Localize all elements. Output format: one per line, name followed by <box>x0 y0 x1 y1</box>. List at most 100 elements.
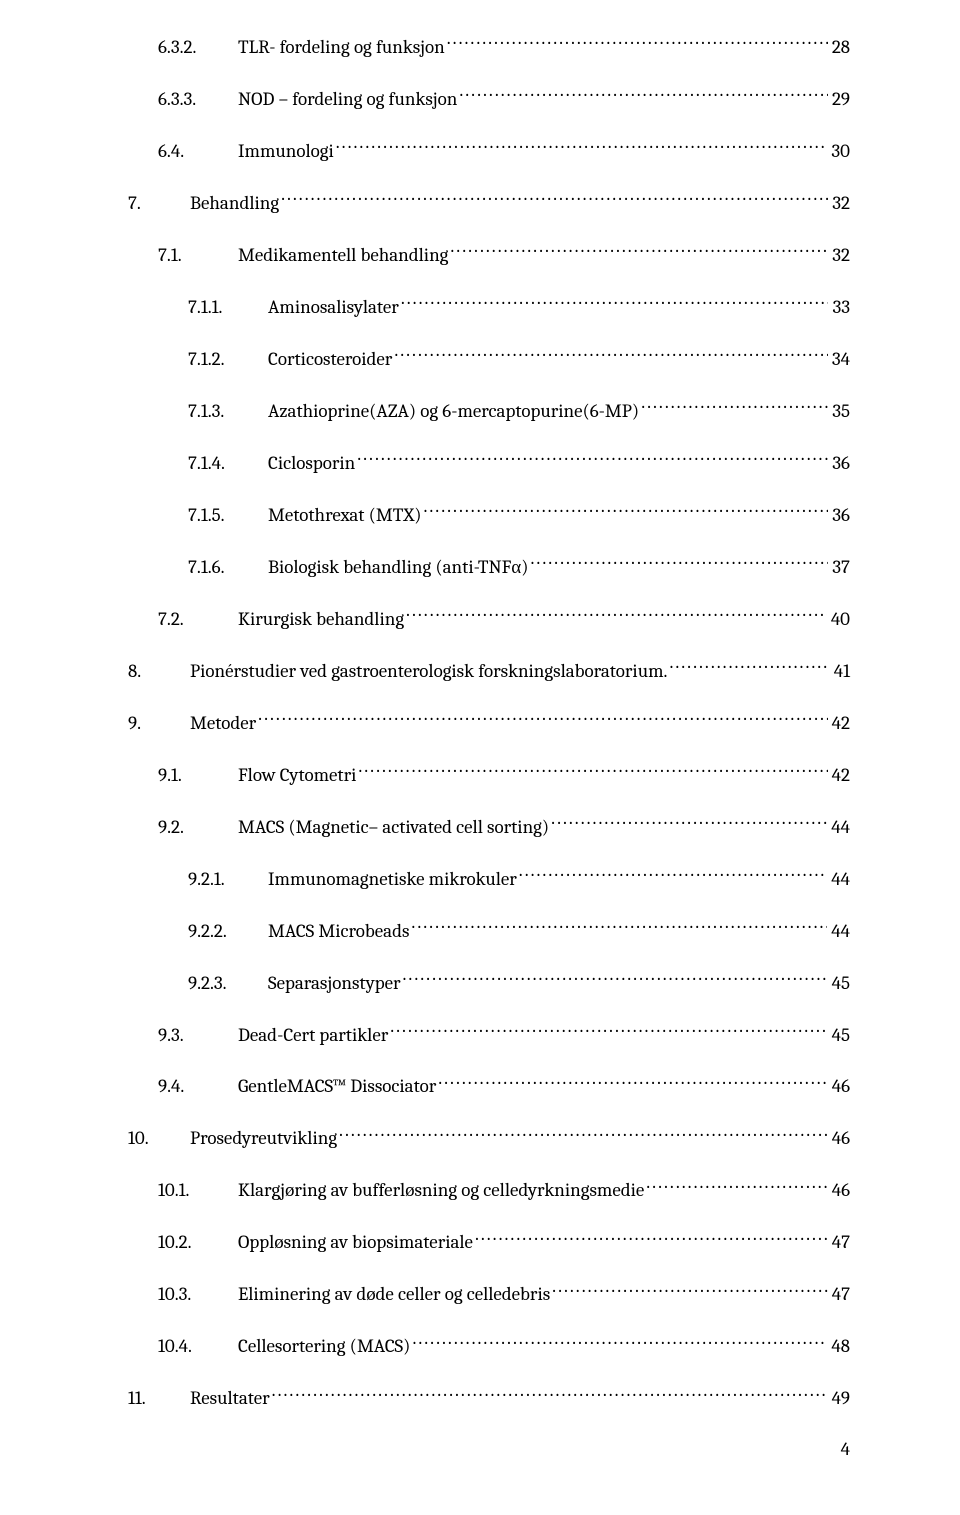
toc-entry: 8. Pionérstudier ved gastroenterologisk f… <box>128 654 850 683</box>
toc-leader <box>258 706 828 729</box>
toc-entry: 6.3.2.TLR- fordeling og funksjon28 <box>128 30 850 59</box>
toc-entry-title: Klargjøring av bufferløsning og celledyr… <box>238 1178 644 1203</box>
toc-entry-page: 45 <box>832 971 850 996</box>
toc-entry-number: 7.2. <box>158 607 210 632</box>
toc-entry: 10.3.Eliminering av døde celler og celle… <box>128 1278 850 1307</box>
toc-entry: 10.4. Cellesortering (MACS) 48 <box>128 1330 850 1359</box>
toc-entry: 6.3.3.NOD – fordeling og funksjon29 <box>128 82 850 111</box>
toc-entry-page: 36 <box>832 451 850 476</box>
toc-leader <box>357 446 828 469</box>
toc-entry-number: 10. <box>128 1126 162 1151</box>
toc-entry-page: 44 <box>831 815 850 840</box>
toc-entry-number: 10.4. <box>158 1334 210 1359</box>
toc-entry-number: 9. <box>128 711 162 736</box>
toc-entry-page: 41 <box>834 659 850 684</box>
toc-entry-page: 46 <box>832 1126 850 1151</box>
toc-entry-number: 9.1. <box>158 763 210 788</box>
toc-entry-title: Azathioprine(AZA) og 6-mercaptopurine(6-… <box>268 399 639 424</box>
toc-entry-title: Metoder <box>190 711 256 736</box>
toc-entry-number: 9.2. <box>158 815 210 840</box>
toc-entry: 9.2.2. MACS Microbeads 44 <box>128 914 850 943</box>
toc-leader <box>519 862 828 885</box>
toc-leader <box>390 1018 827 1041</box>
toc-leader <box>438 1070 827 1093</box>
toc-entry-title: Separasjonstyper <box>268 971 401 996</box>
toc-entry-title: Cellesortering (MACS) <box>238 1334 410 1359</box>
toc-entry-page: 40 <box>831 607 850 632</box>
toc-leader <box>450 238 828 261</box>
toc-entry-page: 30 <box>831 139 850 164</box>
toc-entry-title: MACS Microbeads <box>268 919 409 944</box>
toc-entry: 9.3.Dead-Cert partikler45 <box>128 1018 850 1047</box>
toc-entry-number: 10.2. <box>158 1230 210 1255</box>
toc-entry-page: 34 <box>832 347 850 372</box>
toc-leader <box>531 550 829 573</box>
toc-entry-title: Aminosalisylater <box>268 295 399 320</box>
toc-entry-title: Dead-Cert partikler <box>238 1023 388 1048</box>
toc-entry: 9.2. MACS (Magnetic– activated cell sorti… <box>128 810 850 839</box>
toc-leader <box>646 1174 827 1197</box>
toc-entry: 11.Resultater49 <box>128 1382 850 1411</box>
toc-entry: 7.1.2. Corticosteroider 34 <box>128 342 850 371</box>
toc-leader <box>281 186 828 209</box>
toc-entry-number: 6.4. <box>158 139 210 164</box>
toc-entry-page: 35 <box>832 399 850 424</box>
toc-entry-number: 6.3.2. <box>158 35 210 60</box>
toc-leader <box>669 654 829 677</box>
toc-entry-number: 10.3. <box>158 1282 210 1307</box>
toc-entry-page: 32 <box>832 243 850 268</box>
toc-entry-title: MACS (Magnetic– activated cell sorting) <box>238 815 549 840</box>
toc-entry-page: 44 <box>831 919 850 944</box>
toc-entry-number: 7.1.5. <box>188 503 240 528</box>
toc-entry-number: 9.2.2. <box>188 919 240 944</box>
toc-entry-number: 9.4. <box>158 1074 210 1099</box>
toc-entry-number: 7.1.6. <box>188 555 240 580</box>
toc-leader <box>551 810 827 833</box>
toc-entry-title: Ciclosporin <box>268 451 355 476</box>
toc-entry: 7.1.Medikamentell behandling32 <box>128 238 850 267</box>
toc-entry-page: 33 <box>832 295 850 320</box>
toc-entry: 9.1.Flow Cytometri42 <box>128 758 850 787</box>
toc-entry-page: 29 <box>832 87 850 112</box>
toc-entry-page: 28 <box>832 35 850 60</box>
toc-leader <box>641 394 828 417</box>
toc-leader <box>423 498 828 521</box>
toc-entry-title: GentleMACS™ Dissociator <box>238 1074 436 1099</box>
toc-entry: 7.2. Kirurgisk behandling 40 <box>128 602 850 631</box>
toc-entry-page: 42 <box>832 763 850 788</box>
toc-entry: 7.Behandling32 <box>128 186 850 215</box>
toc-entry: 7.1.4. Ciclosporin 36 <box>128 446 850 475</box>
toc-entry: 10. Prosedyreutvikling 46 <box>128 1122 850 1151</box>
toc-leader <box>412 1330 827 1353</box>
toc-entry-page: 47 <box>832 1282 850 1307</box>
toc-entry-number: 8. <box>128 659 162 684</box>
toc-entry-title: Resultater <box>190 1386 270 1411</box>
toc-entry-page: 48 <box>831 1334 850 1359</box>
toc-leader <box>552 1278 828 1301</box>
toc-entry-title: Prosedyreutvikling <box>190 1126 337 1151</box>
toc-entry-title: Kirurgisk behandling <box>238 607 404 632</box>
toc-entry-number: 9.2.3. <box>188 971 240 996</box>
table-of-contents: 6.3.2.TLR- fordeling og funksjon28 6.3.3.… <box>128 30 850 1411</box>
toc-entry-title: Immunologi <box>238 139 334 164</box>
toc-entry: 9.4.GentleMACS™ Dissociator46 <box>128 1070 850 1099</box>
toc-entry-number: 10.1. <box>158 1178 210 1203</box>
toc-entry-title: Immunomagnetiske mikrokuler <box>268 867 517 892</box>
toc-entry: 7.1.1.Aminosalisylater33 <box>128 290 850 319</box>
toc-entry-page: 46 <box>832 1178 850 1203</box>
toc-entry-title: Pionérstudier ved gastroenterologisk for… <box>190 659 667 684</box>
toc-entry-title: Medikamentell behandling <box>238 243 448 268</box>
toc-leader <box>447 30 828 53</box>
toc-entry-number: 6.3.3. <box>158 87 210 112</box>
toc-entry-number: 7.1.4. <box>188 451 240 476</box>
toc-entry-page: 47 <box>832 1230 850 1255</box>
toc-entry-number: 9.2.1. <box>188 867 240 892</box>
toc-entry: 7.1.6.Biologisk behandling (anti-TNFα)37 <box>128 550 850 579</box>
toc-entry-number: 7.1.2. <box>188 347 240 372</box>
toc-leader <box>339 1122 828 1145</box>
toc-entry-title: Corticosteroider <box>268 347 392 372</box>
toc-entry: 7.1.3.Azathioprine(AZA) og 6-mercaptopur… <box>128 394 850 423</box>
toc-leader <box>336 134 828 157</box>
toc-entry-page: 36 <box>832 503 850 528</box>
toc-leader <box>394 342 828 365</box>
